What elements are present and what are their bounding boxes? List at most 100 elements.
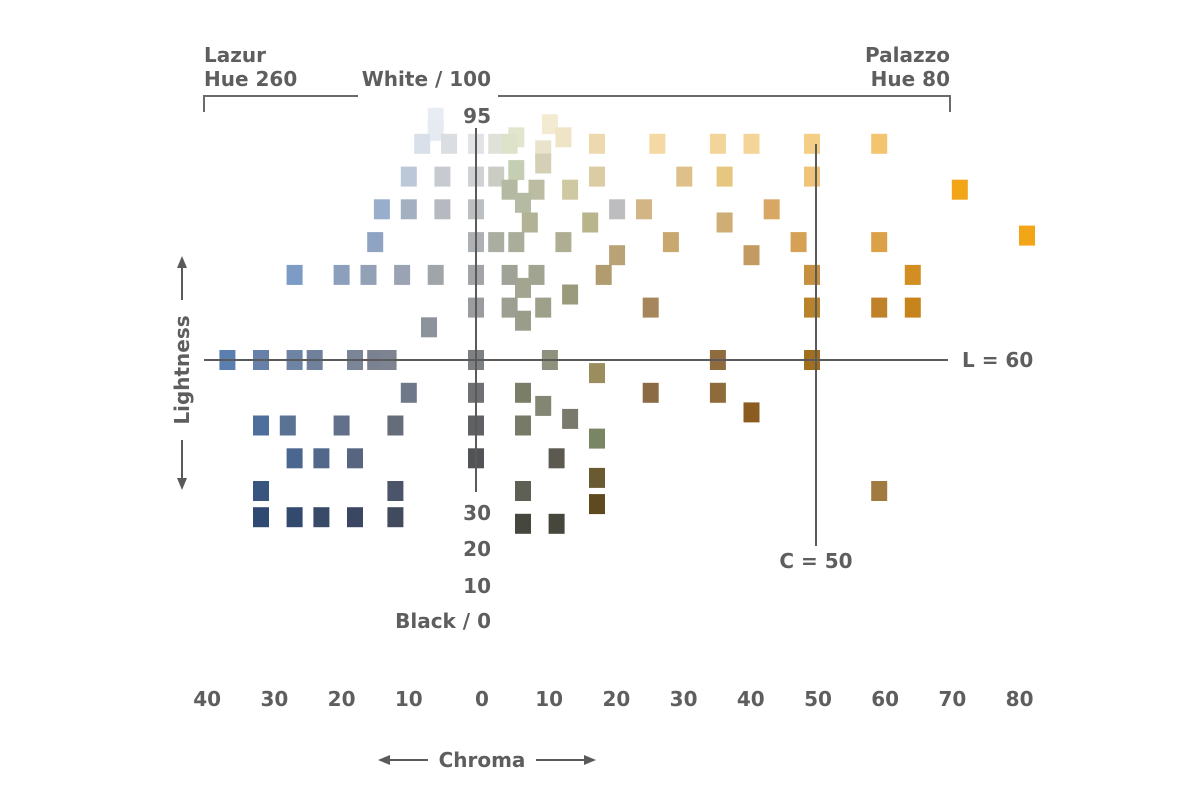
color-patch [548, 513, 565, 534]
color-patch [716, 166, 733, 187]
color-patch [589, 363, 605, 384]
color-patch [589, 133, 605, 154]
c50-label: C = 50 [779, 549, 852, 573]
y-tick-label: 20 [463, 537, 491, 561]
color-patch [501, 297, 518, 318]
lightness-arrowhead-down [177, 478, 187, 490]
color-patch [333, 415, 350, 436]
x-ticks: 40 30 20 10 0 10 20 30 40 50 60 70 80 [193, 687, 1033, 711]
color-patch [804, 133, 820, 154]
color-patch [589, 428, 605, 449]
color-patch [743, 133, 760, 154]
color-patch [508, 160, 525, 181]
color-patch [367, 232, 384, 253]
color-patch [400, 199, 417, 220]
color-patch [528, 179, 545, 200]
black-label: Black / 0 [395, 609, 491, 633]
x-tick-label: 40 [193, 687, 221, 711]
color-patch [253, 507, 269, 528]
color-patch [521, 212, 538, 233]
color-patch [790, 232, 807, 253]
color-patch [394, 264, 411, 285]
lightness-label: Lightness [170, 315, 194, 424]
color-patch [609, 199, 626, 220]
color-patch [535, 395, 552, 416]
color-patch [373, 199, 390, 220]
color-patch [589, 494, 605, 515]
left-group-name: Lazur [204, 43, 266, 67]
color-patch [804, 297, 820, 318]
color-patch [562, 179, 579, 200]
white-label: White / 100 [362, 67, 491, 91]
color-patch [541, 114, 558, 135]
color-patch [582, 212, 599, 233]
left-group-hue: Hue 260 [204, 67, 297, 91]
x-tick-label: 20 [328, 687, 356, 711]
color-patch [871, 297, 888, 318]
x-tick-label: 0 [475, 687, 489, 711]
color-patch [488, 133, 505, 154]
right-group-hue: Hue 80 [871, 67, 950, 91]
top-bracket [203, 95, 951, 112]
color-patch [421, 317, 437, 338]
l60-label: L = 60 [962, 348, 1033, 372]
x-tick-label: 80 [1006, 687, 1034, 711]
color-patch [313, 448, 330, 469]
color-patch [515, 192, 531, 213]
color-patch [535, 153, 552, 174]
x-tick-label: 20 [602, 687, 630, 711]
color-patch [508, 232, 525, 253]
x-tick-label: 60 [871, 687, 899, 711]
x-tick-label: 70 [938, 687, 966, 711]
color-patch [488, 166, 505, 187]
color-patch [548, 448, 565, 469]
color-patch [360, 264, 377, 285]
color-patch [400, 382, 417, 403]
color-patch [427, 264, 444, 285]
color-patch [515, 277, 531, 298]
color-patch [434, 199, 451, 220]
color-patch [676, 166, 693, 187]
color-patch [515, 513, 531, 534]
color-patch [347, 448, 363, 469]
color-patch [313, 507, 330, 528]
y-tick-label: 30 [463, 501, 491, 525]
color-patch [427, 120, 444, 141]
right-group-name: Palazzo [865, 43, 950, 67]
color-patch [804, 166, 820, 187]
color-patch [636, 199, 652, 220]
color-patch [501, 133, 518, 154]
color-patch [347, 507, 363, 528]
y-tick-label: 95 [463, 104, 491, 128]
chroma-arrowhead-left [378, 755, 390, 765]
color-patch [253, 481, 269, 501]
color-patch [535, 297, 552, 318]
color-patch [562, 284, 579, 305]
color-patch [253, 415, 269, 436]
color-patch [515, 415, 531, 436]
color-patch [562, 408, 579, 429]
color-patch [400, 166, 417, 187]
color-patch [488, 232, 505, 253]
color-patch [709, 382, 726, 403]
color-patch [286, 448, 303, 469]
color-patch [528, 264, 545, 285]
color-patch [871, 133, 888, 154]
color-patch [441, 133, 458, 154]
color-patch [555, 232, 572, 253]
color-patch [501, 264, 518, 285]
color-patch [642, 382, 659, 403]
color-patches [219, 107, 1035, 534]
color-patch [709, 133, 726, 154]
color-patch [716, 212, 733, 233]
color-patch [515, 310, 531, 331]
color-patch [555, 127, 572, 148]
color-patch [1019, 225, 1035, 246]
chroma-label: Chroma [439, 748, 526, 772]
color-patch [333, 264, 350, 285]
color-patch [743, 245, 760, 266]
color-patch [649, 133, 666, 154]
color-patch [904, 297, 921, 318]
x-tick-label: 10 [535, 687, 563, 711]
